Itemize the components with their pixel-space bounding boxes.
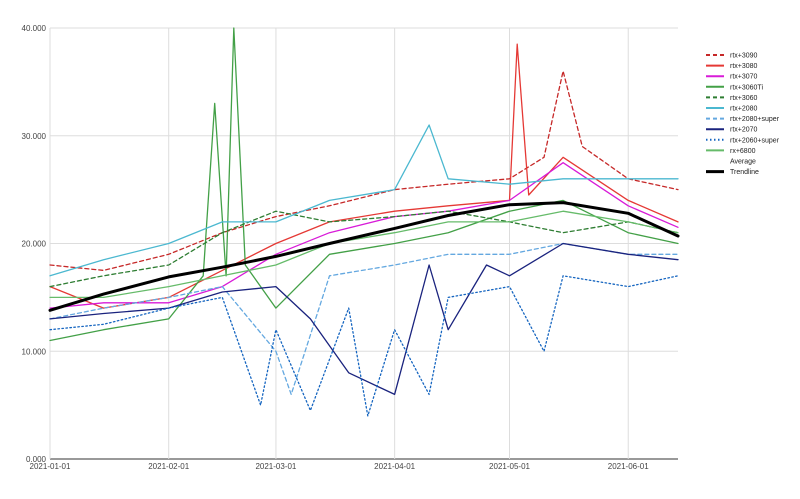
legend-label-rtx-3060: rtx+3060: [730, 95, 758, 102]
x-tick-label: 2021-01-01: [30, 462, 71, 471]
y-tick-label: 30.000: [22, 132, 47, 141]
series-line-rtx-3090: [49, 70, 679, 272]
x-tick-label: 2021-06-01: [608, 462, 649, 471]
legend-label-trendline: Trendline: [730, 169, 759, 176]
legend-label-rtx-2080: rtx+2080: [730, 106, 758, 113]
y-tick-label: 0.000: [26, 455, 47, 464]
series-line-trendline: [48, 201, 680, 312]
legend-label-average: Average: [730, 159, 756, 166]
y-tick-label: 20.000: [22, 240, 47, 249]
x-tick-label: 2021-05-01: [489, 462, 530, 471]
legend-label-rx-6800: rx+6800: [730, 148, 756, 155]
series-line-rtx-3060: [49, 210, 679, 288]
legend-label-rtx-3090: rtx+3090: [730, 53, 758, 60]
series-line-rtx-3070: [49, 162, 679, 309]
legend-label-rtx-3060ti: rtx+3060Ti: [730, 84, 763, 91]
series-line-rtx-2070: [49, 242, 679, 396]
y-tick-label: 40.000: [22, 24, 47, 33]
legend-label-rtx-3070: rtx+3070: [730, 74, 758, 81]
legend: rtx+3090 rtx+3080 rtx+3070 rtx+3060Ti rtx+30…: [706, 53, 780, 176]
legend-label-rtx-2070: rtx+2070: [730, 127, 758, 134]
x-tick-label: 2021-02-01: [148, 462, 189, 471]
x-tick-label: 2021-04-01: [374, 462, 415, 471]
series-line-rtx-2060-super: [49, 275, 679, 417]
series-line-rtx-3080: [49, 43, 679, 309]
legend-label-rtx-3080: rtx+3080: [730, 63, 758, 70]
legend-label-rtx-2060-super: rtx+2060+super: [730, 137, 780, 144]
series: [48, 27, 680, 417]
x-tick-label: 2021-03-01: [255, 462, 296, 471]
axes: 0.000 10.000 20.000 30.000 40.000 2021-01-01 2…: [22, 24, 650, 471]
legend-label-rtx-2080-super: rtx+2080+super: [730, 116, 780, 123]
y-tick-label: 10.000: [22, 347, 47, 356]
series-line-rtx-3060ti: [49, 27, 679, 342]
series-line-rtx-2080: [49, 124, 679, 277]
series-line-rx-6800: [49, 210, 679, 299]
